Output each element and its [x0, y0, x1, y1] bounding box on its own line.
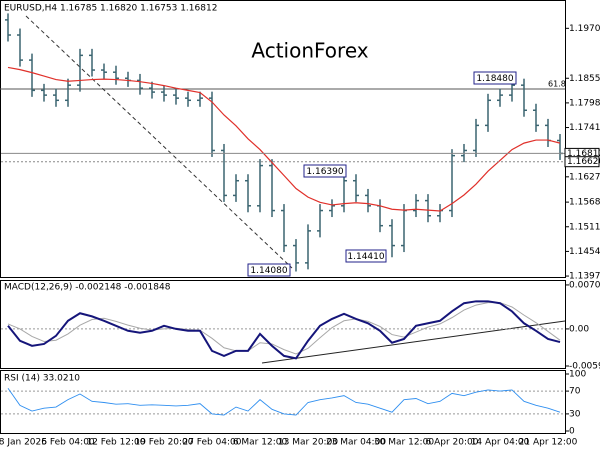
- trend-line: [25, 15, 293, 269]
- x-tick-label: 28 Jan 2026: [0, 438, 47, 448]
- moving-average: [7, 66, 561, 212]
- y-tick-label: 1.16270: [569, 172, 600, 182]
- y-tick-label: 1.19705: [569, 24, 600, 34]
- y-tick-label: 1.14545: [569, 247, 600, 257]
- annotation: 1.14080: [250, 266, 287, 276]
- annotation-box: [345, 249, 387, 263]
- y-tick-label: 100: [569, 370, 586, 380]
- annotation-box: [473, 71, 517, 85]
- y-tick-label: -0.005911: [569, 361, 600, 371]
- y-tick-label: 1.15685: [569, 198, 600, 208]
- rsi-panel: [0, 370, 566, 434]
- price-box: [564, 156, 600, 168]
- y-tick-label: 0.00: [569, 324, 589, 334]
- macd-line: [7, 300, 561, 360]
- x-tick-label: 14 Apr 04:00: [471, 438, 530, 448]
- x-tick-label: 12 Feb 12:00: [86, 438, 145, 448]
- annotation-box: [247, 263, 291, 277]
- x-tick-label: 23 Mar 04:00: [326, 438, 386, 448]
- y-tick-label: 0: [569, 427, 575, 437]
- x-tick-label: 6 Mar 12:00: [233, 438, 288, 448]
- annotation: 1.18480: [476, 74, 513, 84]
- watermark: ActionForex: [251, 39, 368, 63]
- y-tick-label: 1.17410: [569, 123, 600, 133]
- rsi-line: [7, 387, 561, 416]
- annotation-box: [303, 164, 347, 178]
- annotation: 1.14410: [347, 252, 384, 262]
- x-tick-label: 13 Mar 20:00: [278, 438, 338, 448]
- x-tick-label: 21 Apr 12:00: [519, 438, 578, 448]
- fib-label: 61.8: [548, 80, 566, 89]
- chart-title: EURUSD,H4 1.16785 1.16820 1.16753 1.1681…: [4, 4, 217, 14]
- macd-trend-line: [261, 320, 566, 364]
- x-tick-label: 6 Apr 20:00: [426, 438, 479, 448]
- y-tick-label: 1.13975: [569, 272, 600, 282]
- y-tick-label: 1.15115: [569, 222, 600, 232]
- y-tick-label: 0.007012: [569, 280, 600, 290]
- price-label: 1.16812: [567, 149, 600, 159]
- annotations: 1.18480 1.16390 1.14410 1.14080: [247, 71, 517, 277]
- x-tick-label: 27 Feb 04:00: [182, 438, 241, 448]
- annotation: 1.16390: [306, 167, 343, 177]
- price-panel: [0, 0, 566, 278]
- y-tick-label: 1.17980: [569, 98, 600, 108]
- macd-title: MACD(12,26,9) -0.002148 -0.001848: [4, 283, 171, 293]
- y-tick-label: 30: [569, 409, 581, 419]
- x-tick-label: 19 Feb 20:00: [134, 438, 193, 448]
- x-tick-label: 5 Feb 04:00: [41, 438, 95, 448]
- y-tick-label: 1.18550: [569, 74, 600, 84]
- rsi-title: RSI (14) 33.0210: [4, 374, 80, 384]
- x-tick-label: 30 Mar 12:00: [374, 438, 434, 448]
- y-tick-label: 70: [569, 387, 581, 397]
